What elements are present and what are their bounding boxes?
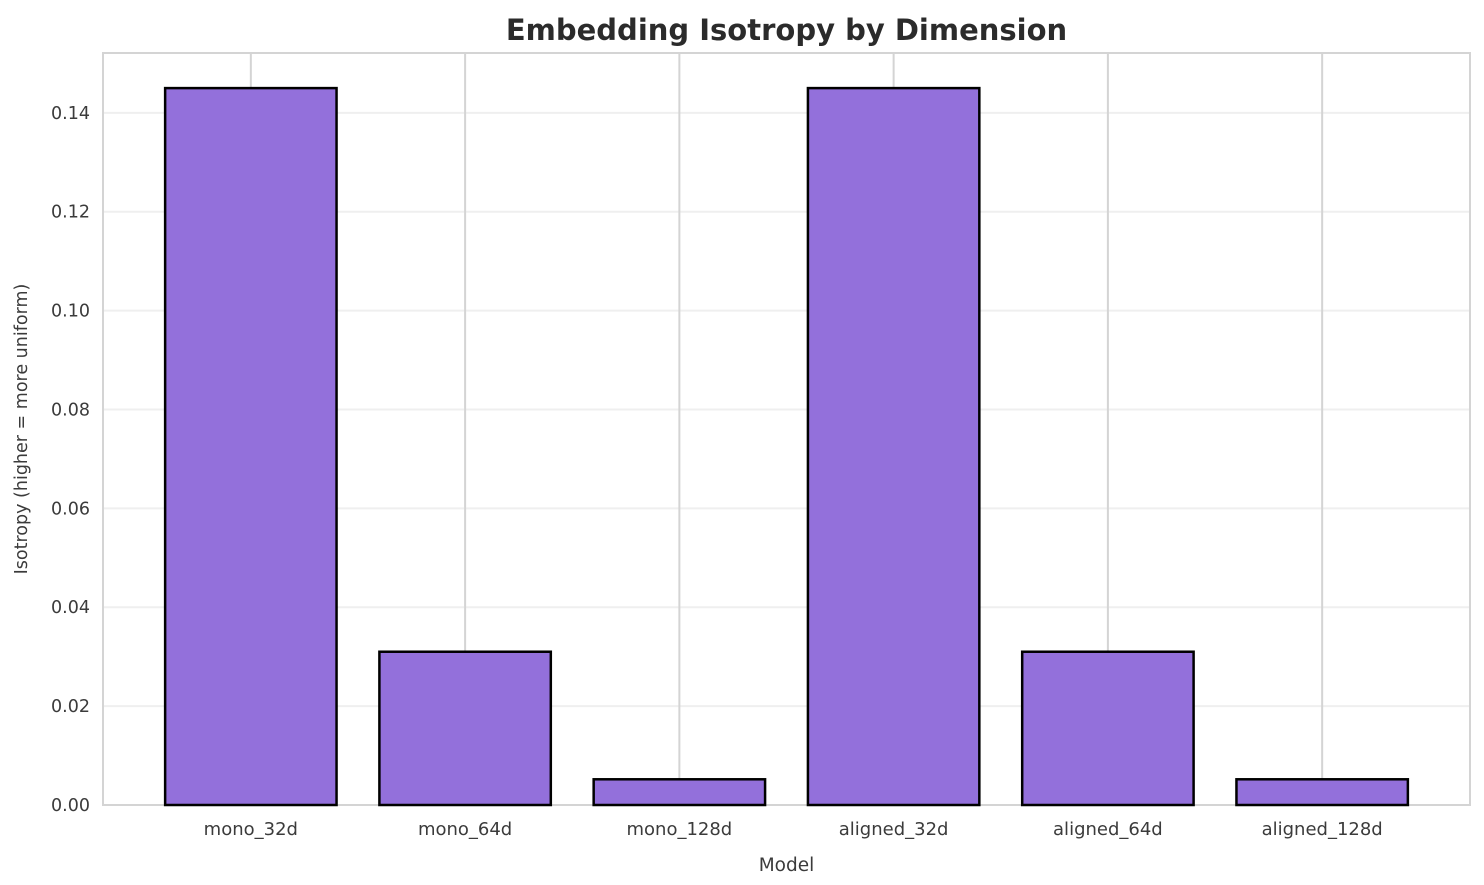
y-axis-label: Isotropy (higher = more uniform)	[12, 283, 32, 575]
axes-spines	[102, 52, 1471, 806]
y-tick-label: 0.14	[51, 104, 90, 124]
y-tick-label: 0.12	[51, 203, 90, 223]
y-tick-label: 0.02	[51, 697, 90, 717]
y-tick-label: 0.00	[51, 796, 90, 816]
x-tick-label: mono_128d	[626, 819, 732, 840]
y-tick-label: 0.10	[51, 302, 90, 322]
x-tick-label: mono_32d	[204, 819, 298, 840]
bar-mono_128d	[592, 778, 767, 807]
x-tick-label: aligned_32d	[839, 819, 949, 840]
bar-aligned_64d	[1020, 650, 1195, 807]
bar-aligned_128d	[1235, 778, 1410, 807]
bar-mono_32d	[163, 86, 338, 807]
bar-mono_64d	[378, 650, 553, 807]
chart-title: Embedding Isotropy by Dimension	[505, 13, 1068, 47]
x-axis-label: Model	[758, 855, 815, 876]
x-tick-label: aligned_128d	[1262, 819, 1383, 840]
y-tick-label: 0.06	[51, 499, 90, 519]
x-tick-label: aligned_64d	[1053, 819, 1163, 840]
y-tick-label: 0.04	[51, 598, 90, 618]
x-tick-label: mono_64d	[418, 819, 512, 840]
bar-aligned_32d	[806, 86, 981, 807]
y-tick-label: 0.08	[51, 400, 90, 420]
